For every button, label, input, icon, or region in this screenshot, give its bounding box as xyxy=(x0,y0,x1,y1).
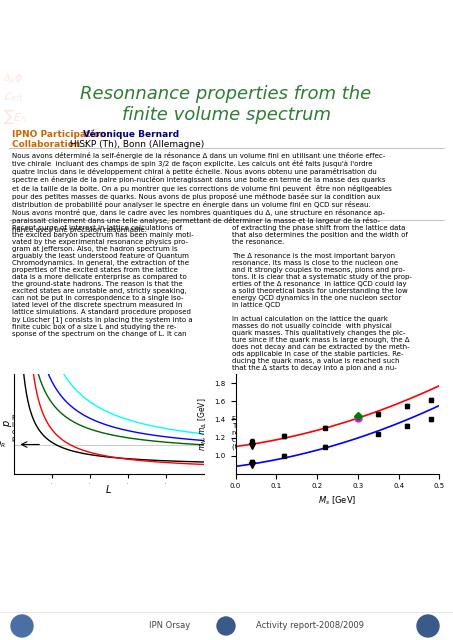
Text: Véronique Bernard: Véronique Bernard xyxy=(80,130,179,140)
Text: $\partial_\mu \phi$
$\mathcal{L}_{eff}$
$\sum E_n$: $\partial_\mu \phi$ $\mathcal{L}_{eff}$ … xyxy=(3,72,27,125)
Text: Collaboration :: Collaboration : xyxy=(12,140,87,148)
Text: Activity report-2008/2009: Activity report-2008/2009 xyxy=(256,621,364,630)
Text: IPN: IPN xyxy=(423,623,433,628)
Text: IPNO Participation:: IPNO Participation: xyxy=(12,130,110,139)
Y-axis label: p: p xyxy=(2,421,12,427)
Text: Fig.2  Fit to the nucleon  and Δ⁺⁺ spectrum.
The lowest data point has been puri: Fig.2 Fit to the nucleon and Δ⁺⁺ spectru… xyxy=(232,415,397,450)
Text: Fig.1  A schematic  representation of  the avoided
level crossing in the presenc: Fig.1 A schematic representation of the … xyxy=(12,415,191,442)
Text: HISKP (Th), Bonn (Allemagne): HISKP (Th), Bonn (Allemagne) xyxy=(67,140,204,148)
Circle shape xyxy=(11,615,33,637)
Y-axis label: $m_N$, $m_\Delta$ [GeV]: $m_N$, $m_\Delta$ [GeV] xyxy=(197,397,209,451)
Text: 89: 89 xyxy=(220,621,232,630)
Text: ⊙ Scientific activities>Theoritical physics: ⊙ Scientific activities>Theoritical phys… xyxy=(54,13,344,26)
Text: IPN Orsay: IPN Orsay xyxy=(149,621,191,630)
Text: Recent surge of interest in lattice calculations of
the excited baryon spectrum : Recent surge of interest in lattice calc… xyxy=(12,225,193,337)
Text: Nous avons déterminé la self-énergie de la résonance Δ dans un volume fini en ut: Nous avons déterminé la self-énergie de … xyxy=(12,152,392,232)
X-axis label: $M_s$ [GeV]: $M_s$ [GeV] xyxy=(318,495,357,508)
Text: $p_R$: $p_R$ xyxy=(0,439,5,450)
Text: of extracting the phase shift from the lattice data
that also determines the pos: of extracting the phase shift from the l… xyxy=(232,225,412,371)
Circle shape xyxy=(417,615,439,637)
Circle shape xyxy=(217,617,235,635)
X-axis label: L: L xyxy=(106,485,111,495)
Text: Resonnance properties from the
finite volume spectrum: Resonnance properties from the finite vo… xyxy=(80,84,371,124)
Text: IPN: IPN xyxy=(418,15,439,25)
Text: CNRS: CNRS xyxy=(16,624,28,628)
